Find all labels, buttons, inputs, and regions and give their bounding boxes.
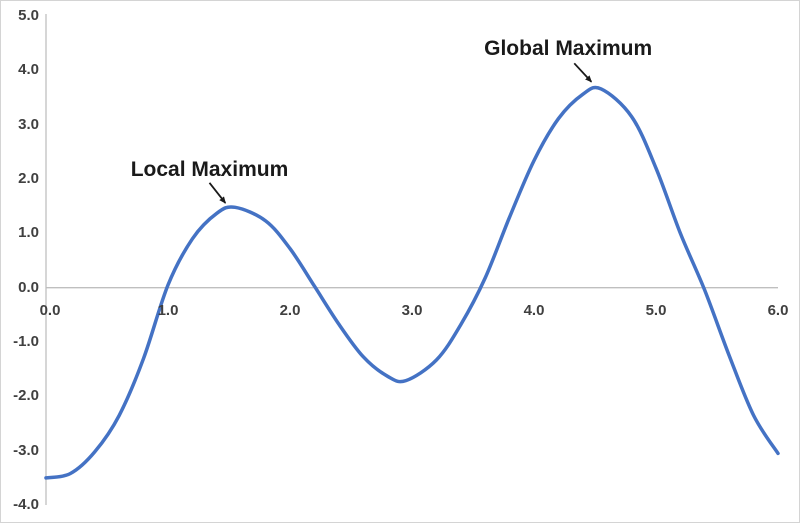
y-tick-label: -2.0: [13, 387, 39, 405]
annotation-arrows: [208, 62, 593, 204]
function-curve: [44, 85, 780, 480]
y-tick-label: -3.0: [13, 441, 39, 459]
y-tick-label: -1.0: [13, 333, 39, 351]
x-tick-label: 3.0: [401, 301, 423, 319]
y-tick-label: 1.0: [18, 224, 39, 242]
global-max-arrow: [573, 62, 593, 83]
x-tick-label: 6.0: [767, 301, 789, 319]
x-tick-label: 1.0: [157, 301, 179, 319]
x-tick-label: 4.0: [523, 301, 545, 319]
y-tick-label: 4.0: [18, 61, 39, 79]
x-tick-label: 0.0: [39, 301, 61, 319]
y-tick-label: 5.0: [18, 7, 39, 25]
annotation-local-maximum: Local Maximum: [130, 158, 289, 182]
y-tick-label: 3.0: [18, 115, 39, 133]
x-tick-label: 2.0: [279, 301, 301, 319]
y-tick-label: -4.0: [13, 496, 39, 514]
y-tick-label: 0.0: [18, 278, 39, 296]
y-tick-label: 2.0: [18, 170, 39, 188]
local-max-arrow: [208, 182, 227, 204]
x-tick-label: 5.0: [645, 301, 667, 319]
annotation-global-maximum: Global Maximum: [484, 37, 653, 61]
